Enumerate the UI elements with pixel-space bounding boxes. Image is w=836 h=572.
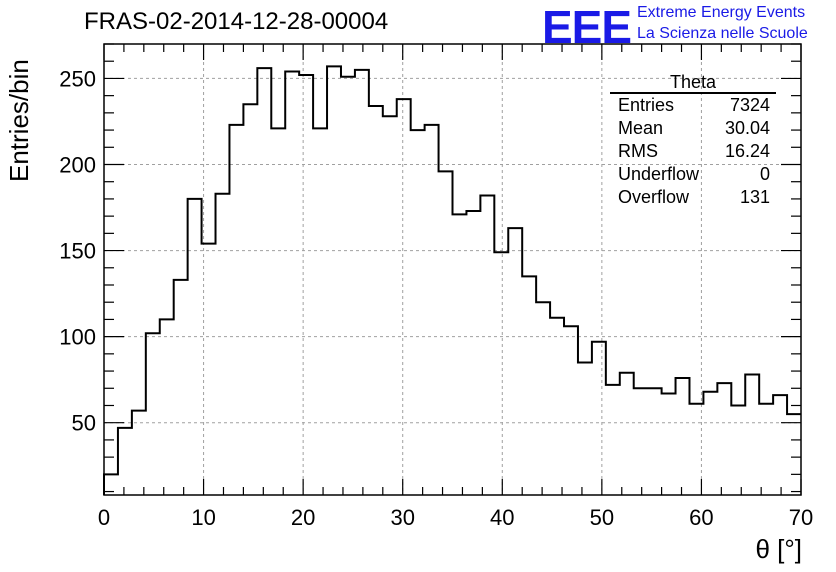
x-axis-label: θ [°]	[755, 534, 802, 564]
stats-value: 0	[759, 164, 770, 184]
stats-label: Entries	[618, 95, 675, 115]
stats-box: Theta Entries 7324 Mean 30.04 RMS 16.24 …	[610, 72, 776, 209]
stats-label: Mean	[618, 118, 664, 138]
y-tick-label: 200	[59, 152, 96, 177]
stats-label: Underflow	[618, 164, 700, 184]
eee-logo: EEE	[542, 1, 632, 53]
y-axis-label: Entries/bin	[4, 59, 34, 182]
plot-frame	[103, 43, 802, 496]
y-tick-label: 50	[72, 411, 96, 436]
stats-value: 16.24	[724, 141, 770, 161]
grid-lines	[104, 44, 801, 495]
x-tick-label: 50	[590, 505, 614, 530]
stats-row: Underflow 0	[610, 163, 776, 186]
axis-ticks	[103, 43, 802, 495]
x-tick-label: 10	[191, 505, 215, 530]
x-tick-label: 70	[789, 505, 813, 530]
x-tick-label: 60	[689, 505, 713, 530]
stats-value: 131	[739, 187, 770, 207]
logo-line-2: La Scienza nelle Scuole	[637, 25, 808, 42]
stats-label: RMS	[618, 141, 658, 161]
y-tick-label: 100	[59, 325, 96, 350]
stats-row: Entries 7324	[610, 94, 776, 117]
stats-value: 30.04	[724, 118, 770, 138]
stats-label: Overflow	[618, 187, 690, 207]
x-tick-label: 40	[490, 505, 514, 530]
stats-row: Mean 30.04	[610, 117, 776, 140]
stats-title: Theta	[610, 72, 776, 94]
stats-row: Overflow 131	[610, 186, 776, 209]
x-tick-label: 20	[291, 505, 315, 530]
histogram-line	[103, 65, 801, 495]
chart-title: FRAS-02-2014-12-28-00004	[84, 8, 389, 35]
y-tick-label: 250	[59, 66, 96, 91]
stats-value: 7324	[729, 95, 770, 115]
logo-line-1: Extreme Energy Events	[637, 4, 806, 21]
y-tick-label: 150	[59, 239, 96, 264]
tick-labels: 0 10 20 30 40 50 60 70 50 100 150 200 250	[59, 66, 813, 530]
x-tick-label: 0	[98, 505, 110, 530]
x-tick-label: 30	[390, 505, 414, 530]
stats-row: RMS 16.24	[610, 140, 776, 163]
